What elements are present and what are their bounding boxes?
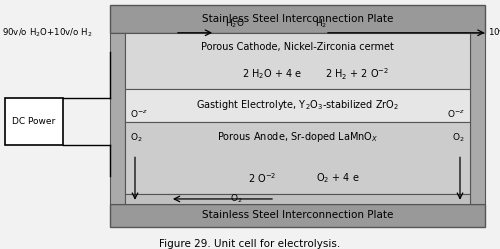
Text: Stainless Steel Interconnection Plate: Stainless Steel Interconnection Plate xyxy=(202,210,393,220)
Text: DC Power: DC Power xyxy=(12,117,56,126)
Bar xyxy=(110,33,125,204)
Text: Gastight Electrolyte, Y$_2$O$_3$-stabilized ZrO$_2$: Gastight Electrolyte, Y$_2$O$_3$-stabili… xyxy=(196,98,399,112)
Text: 2 H$_2$O + 4 e: 2 H$_2$O + 4 e xyxy=(242,67,302,81)
Text: O$_2$: O$_2$ xyxy=(230,193,242,205)
Text: O$^{-z}$: O$^{-z}$ xyxy=(130,108,148,119)
Text: 10v/o H$_2$O+90v/o H$_2$: 10v/o H$_2$O+90v/o H$_2$ xyxy=(488,26,500,39)
Bar xyxy=(125,33,470,89)
Text: H$_2$: H$_2$ xyxy=(315,18,328,30)
Text: O$^{-z}$: O$^{-z}$ xyxy=(447,108,465,119)
Bar xyxy=(110,204,485,227)
Text: Figure 29. Unit cell for electrolysis.: Figure 29. Unit cell for electrolysis. xyxy=(160,239,340,249)
Text: Stainless Steel Interconnection Plate: Stainless Steel Interconnection Plate xyxy=(202,14,393,24)
Bar xyxy=(125,194,470,204)
Text: Porous Anode, Sr-doped LaMnO$_X$: Porous Anode, Sr-doped LaMnO$_X$ xyxy=(217,130,378,144)
Text: O$_2$: O$_2$ xyxy=(130,132,142,144)
Bar xyxy=(5,98,62,145)
Text: Porous Cathode, Nickel-Zirconia cermet: Porous Cathode, Nickel-Zirconia cermet xyxy=(201,42,394,52)
Bar xyxy=(110,5,485,33)
Text: 2 H$_2$ + 2 O$^{-2}$: 2 H$_2$ + 2 O$^{-2}$ xyxy=(326,66,390,81)
Text: 2 O$^{-2}$: 2 O$^{-2}$ xyxy=(248,171,276,185)
Bar xyxy=(125,122,470,194)
Text: H$_2$O: H$_2$O xyxy=(225,18,244,30)
Text: 90v/o H$_2$O+10v/o H$_2$: 90v/o H$_2$O+10v/o H$_2$ xyxy=(2,26,93,39)
Text: O$_2$: O$_2$ xyxy=(452,132,465,144)
Bar xyxy=(470,33,485,204)
Bar xyxy=(125,89,470,122)
Text: O$_2$ + 4 e: O$_2$ + 4 e xyxy=(316,171,360,185)
